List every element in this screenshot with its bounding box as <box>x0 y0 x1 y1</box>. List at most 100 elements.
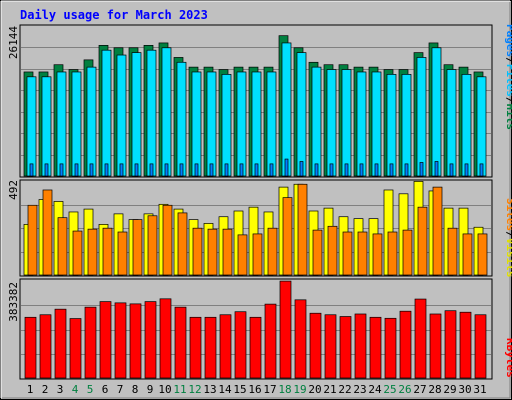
sites-bar <box>357 231 368 276</box>
sites-bar <box>237 234 248 276</box>
pages-bar <box>239 163 244 177</box>
panel-bars <box>23 181 488 276</box>
panel-bars <box>24 280 487 379</box>
kbytes-bar <box>84 306 97 379</box>
sites-bar <box>207 228 218 276</box>
files-bar <box>236 71 247 177</box>
kbytes-bar <box>474 314 487 379</box>
sites-bar <box>372 233 383 276</box>
pages-bar <box>29 163 34 177</box>
kbytes-bar <box>174 306 187 379</box>
panel-bars <box>23 35 487 177</box>
files-bar <box>161 47 172 177</box>
x-tick-label: 16 <box>248 383 261 396</box>
x-tick-label: 18 <box>278 383 291 396</box>
files-bar <box>266 71 277 177</box>
legend-separator: / <box>504 231 512 238</box>
sites-bar <box>312 229 323 276</box>
files-bar <box>341 69 352 177</box>
x-tick-label: 15 <box>233 383 246 396</box>
kbytes-bar <box>294 299 307 379</box>
legend-separator: / <box>504 57 512 64</box>
sites-bar <box>177 212 188 276</box>
x-tick-label: 8 <box>132 383 139 396</box>
pages-bar <box>119 163 124 177</box>
pages-bar <box>449 163 454 177</box>
x-tick-label: 26 <box>398 383 411 396</box>
files-bar <box>311 66 322 177</box>
kbytes-bar <box>159 298 172 379</box>
pages-bar <box>464 163 469 177</box>
files-bar <box>386 74 397 177</box>
pages-bar <box>269 163 274 177</box>
kbytes-bar <box>189 316 202 379</box>
kbytes-bar <box>219 314 232 379</box>
files-bar <box>176 61 187 177</box>
pages-bar <box>434 161 439 177</box>
sites-bar <box>462 233 473 276</box>
x-tick-label: 19 <box>293 383 306 396</box>
sites-bar <box>477 233 488 276</box>
sites-bar <box>342 231 353 276</box>
x-tick-label: 20 <box>308 383 321 396</box>
sites-bar <box>447 227 458 276</box>
pages-bar <box>164 163 169 177</box>
x-tick-label: 31 <box>473 383 486 396</box>
files-bar <box>101 49 112 177</box>
sites-bar <box>282 197 293 276</box>
files-bar <box>86 66 97 177</box>
files-bar <box>41 76 52 177</box>
files-bar <box>71 71 82 177</box>
legend-files: Files <box>504 64 512 97</box>
kbytes-bar <box>204 316 217 379</box>
kbytes-bar <box>459 311 472 379</box>
files-bar <box>416 57 427 177</box>
pages-bar <box>194 163 199 177</box>
x-tick-label: 27 <box>413 383 426 396</box>
pages-bar <box>404 163 409 177</box>
sites-bar <box>402 229 413 276</box>
pages-bar <box>359 163 364 177</box>
x-tick-label: 12 <box>188 383 201 396</box>
x-tick-label: 25 <box>383 383 396 396</box>
x-tick-label: 28 <box>428 383 441 396</box>
files-bar <box>131 52 142 177</box>
sites-bar <box>57 217 68 276</box>
x-tick-label: 2 <box>42 383 49 396</box>
kbytes-bar <box>99 301 112 379</box>
kbytes-bar <box>279 280 292 379</box>
files-bar <box>326 69 337 177</box>
pages-bar <box>59 163 64 177</box>
kbytes-bar <box>324 314 337 379</box>
kbytes-bar <box>399 310 412 379</box>
y-axis-max-label: 492 <box>7 180 20 200</box>
y-axis-max-label: 383382 <box>7 282 20 322</box>
daily-sites-visits-panel: 492 Sites/Visits <box>7 179 512 278</box>
files-bar <box>116 54 127 177</box>
files-bar <box>446 69 457 177</box>
files-bar <box>431 47 442 177</box>
kbytes-bar <box>339 316 352 379</box>
files-bar <box>356 71 367 177</box>
pages-bar <box>389 163 394 177</box>
kbytes-bar <box>429 313 442 379</box>
sites-bar <box>252 233 263 276</box>
sites-bar <box>102 227 113 276</box>
kbytes-bar <box>114 302 127 379</box>
daily-kbytes-panel: 383382 KBytes <box>7 278 512 380</box>
x-axis-day-labels: 1 2 3 4 5 6 7 8 9 10 11 12 13 14 15 16 17 18 19 20 21 22 23 24 2… <box>27 383 487 396</box>
x-tick-label: 10 <box>158 383 171 396</box>
files-bar <box>296 52 307 177</box>
pages-bar <box>479 163 484 177</box>
files-bar <box>461 74 472 177</box>
x-tick-label: 21 <box>323 383 336 396</box>
files-bar <box>56 71 67 177</box>
sites-bar <box>327 225 338 276</box>
x-tick-label: 9 <box>147 383 154 396</box>
sites-bar <box>162 204 173 276</box>
svg-text:Sites/Visits: Sites/Visits <box>504 198 512 278</box>
kbytes-bar <box>354 313 367 379</box>
x-tick-label: 24 <box>368 383 382 396</box>
pages-bar <box>44 163 49 177</box>
x-tick-label: 7 <box>117 383 124 396</box>
